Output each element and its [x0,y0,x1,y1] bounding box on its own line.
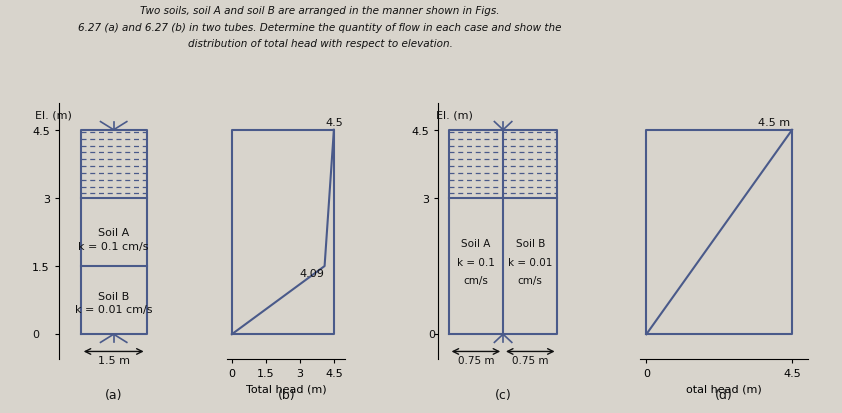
X-axis label: Total head (m): Total head (m) [246,384,327,394]
Text: Soil A: Soil A [98,228,130,237]
Text: cm/s: cm/s [463,275,488,285]
Text: k = 0.01: k = 0.01 [508,257,552,267]
Text: 0: 0 [429,330,435,339]
Text: Soil A: Soil A [461,239,491,249]
Text: Two soils, soil A and soil B are arranged in the manner shown in Figs.: Two soils, soil A and soil B are arrange… [141,6,499,16]
Text: 0.75 m: 0.75 m [458,355,494,365]
Text: 6.27 (a) and 6.27 (b) in two tubes. Determine the quantity of flow in each case : 6.27 (a) and 6.27 (b) in two tubes. Dete… [78,23,562,33]
Text: distribution of total head with respect to elevation.: distribution of total head with respect … [188,39,452,49]
X-axis label: otal head (m): otal head (m) [686,384,762,394]
Text: 0.75 m: 0.75 m [512,355,548,365]
Text: 4.09: 4.09 [300,269,325,279]
Text: 0: 0 [32,330,40,339]
Text: 4.5: 4.5 [325,118,343,128]
Text: k = 0.01 cm/s: k = 0.01 cm/s [75,304,152,314]
Text: (c): (c) [495,388,511,401]
Text: (a): (a) [105,388,122,401]
Text: k = 0.1 cm/s: k = 0.1 cm/s [78,241,149,251]
Text: 4.5 m: 4.5 m [759,118,791,128]
Text: (b): (b) [278,388,295,401]
Text: cm/s: cm/s [518,275,543,285]
Text: (d): (d) [715,388,733,401]
Text: Soil B: Soil B [515,239,545,249]
Text: El. (m): El. (m) [35,111,72,121]
Text: k = 0.1: k = 0.1 [457,257,495,267]
Text: Soil B: Soil B [98,291,130,301]
Text: El. (m): El. (m) [436,111,473,121]
Text: 1.5 m: 1.5 m [98,355,130,365]
